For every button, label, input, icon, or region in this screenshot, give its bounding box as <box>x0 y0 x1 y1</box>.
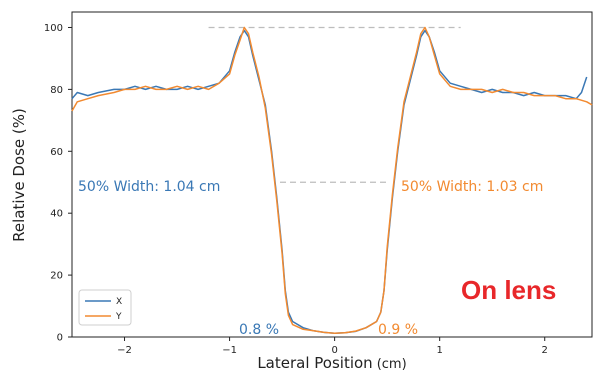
plot-frame <box>71 11 593 338</box>
legend-label-y: Y <box>115 312 122 322</box>
legend: X Y <box>78 289 132 326</box>
width-annotation-x: 50% Width: 1.04 cm <box>78 179 220 195</box>
x-axis-title: Lateral Position (cm) <box>257 354 406 372</box>
width-annotation-y: 50% Width: 1.03 cm <box>401 179 543 195</box>
y-tick-label: 0 <box>57 333 63 344</box>
y-axis-title: Relative Dose (%) <box>10 108 28 242</box>
reference-lines <box>208 26 461 183</box>
x-tick-label: −1 <box>222 345 237 356</box>
x-axis-title-unit: (cm) <box>377 357 407 372</box>
y-tick-label: 100 <box>44 23 63 34</box>
y-tick-label: 40 <box>50 209 63 220</box>
y-tick-label: 60 <box>50 147 63 158</box>
series-line-y <box>71 26 593 335</box>
legend-label-x: X <box>116 297 122 307</box>
x-tick-label: 0 <box>331 345 337 356</box>
x-tick-label: −2 <box>117 345 132 356</box>
x-axis-title-main: Lateral Position <box>257 354 372 372</box>
x-axis-ticks: −2 −1 0 1 2 <box>117 337 548 356</box>
x-tick-label: 2 <box>542 345 548 356</box>
min-dose-annotation-x: 0.8 % <box>239 322 279 338</box>
x-tick-label: 1 <box>436 345 442 356</box>
y-axis-ticks: 0 20 40 60 80 100 <box>44 23 72 344</box>
y-tick-label: 80 <box>50 85 63 96</box>
min-dose-annotation-y: 0.9 % <box>378 322 418 338</box>
on-lens-label: On lens <box>461 275 556 305</box>
series-lines <box>71 26 593 335</box>
y-tick-label: 20 <box>50 271 63 282</box>
legend-box <box>78 289 132 326</box>
